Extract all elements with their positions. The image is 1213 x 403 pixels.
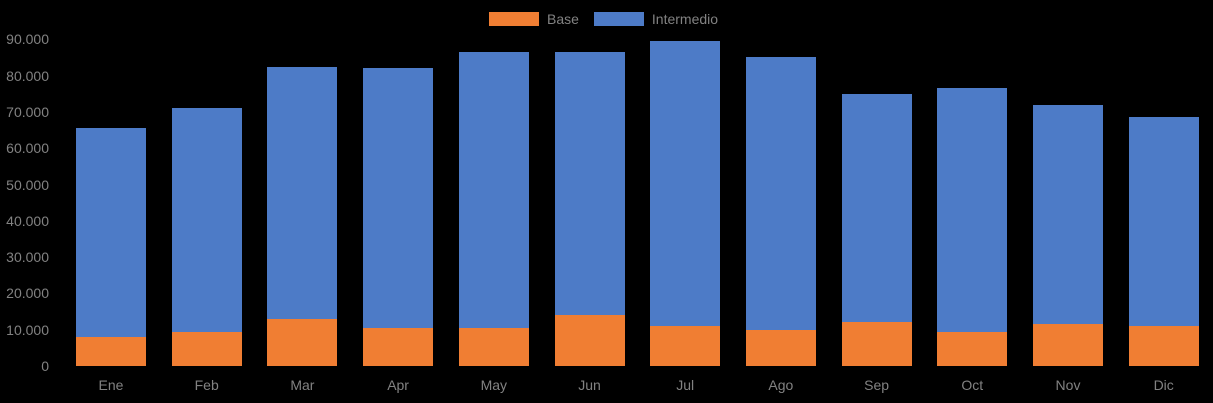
y-axis-tick-label: 0 bbox=[41, 358, 49, 374]
bar-segment-intermedio bbox=[458, 52, 529, 328]
y-axis-tick-label: 10.000 bbox=[6, 321, 49, 338]
legend-item-intermedio: Intermedio bbox=[593, 11, 719, 27]
y-axis-tick-label: 20.000 bbox=[6, 285, 49, 302]
y-axis-tick-label: 60.000 bbox=[6, 140, 49, 157]
bar-segment-intermedio bbox=[171, 108, 242, 332]
bar-segment-intermedio bbox=[76, 128, 146, 337]
y-axis-tick-label: 30.000 bbox=[6, 249, 49, 266]
bar-segment-base bbox=[937, 331, 1008, 366]
bar-segment-intermedio bbox=[745, 57, 816, 330]
y-axis-tick-label: 90.000 bbox=[6, 31, 49, 48]
legend-label-base: Base bbox=[547, 11, 579, 27]
bar-segment-base bbox=[76, 336, 146, 366]
x-axis-label: Jun bbox=[578, 377, 601, 393]
y-axis-tick-label: 80.000 bbox=[6, 67, 49, 84]
legend-label-intermedio: Intermedio bbox=[651, 11, 719, 27]
legend-swatch-base-icon bbox=[489, 12, 539, 26]
bar-segment-base bbox=[1033, 324, 1103, 366]
x-axis-label: Nov bbox=[1055, 377, 1081, 393]
bar-segment-intermedio bbox=[267, 66, 338, 319]
bar-segment-intermedio bbox=[554, 52, 625, 316]
bar-segment-base bbox=[745, 329, 816, 366]
bar-segment-intermedio bbox=[363, 68, 434, 328]
legend-item-base: Base bbox=[489, 11, 579, 27]
x-axis-label: Dic bbox=[1153, 377, 1174, 393]
y-axis-tick-label: 50.000 bbox=[6, 176, 49, 193]
bar-segment-base bbox=[363, 327, 434, 366]
x-axis-label: Ago bbox=[768, 377, 794, 393]
x-axis-label: Sep bbox=[864, 377, 890, 393]
x-axis-label: Apr bbox=[387, 377, 409, 393]
y-axis-tick-label: 70.000 bbox=[6, 103, 49, 120]
bar-segment-intermedio bbox=[1128, 117, 1199, 327]
bar-segment-base bbox=[650, 326, 721, 366]
x-axis-label: May bbox=[480, 377, 508, 393]
bar-segment-base bbox=[458, 327, 529, 366]
bar-segment-intermedio bbox=[841, 93, 912, 323]
y-axis-tick-label: 40.000 bbox=[6, 212, 49, 229]
bar-segment-intermedio bbox=[1033, 104, 1103, 325]
x-axis-label: Feb bbox=[194, 377, 219, 393]
bar-segment-intermedio bbox=[650, 41, 721, 327]
x-axis-label: Mar bbox=[290, 377, 315, 393]
bar-segment-base bbox=[841, 322, 912, 366]
x-axis-label: Ene bbox=[98, 377, 124, 393]
x-axis-label: Jul bbox=[676, 377, 695, 393]
bar-segment-base bbox=[171, 331, 242, 366]
bar-segment-base bbox=[1128, 326, 1199, 366]
legend-swatch-intermedio-icon bbox=[593, 12, 644, 26]
bar-segment-intermedio bbox=[937, 88, 1008, 332]
legend: Base Intermedio bbox=[489, 11, 733, 27]
bar-segment-base bbox=[554, 315, 625, 366]
bar-segment-base bbox=[267, 318, 338, 366]
x-axis-label: Oct bbox=[961, 377, 984, 393]
